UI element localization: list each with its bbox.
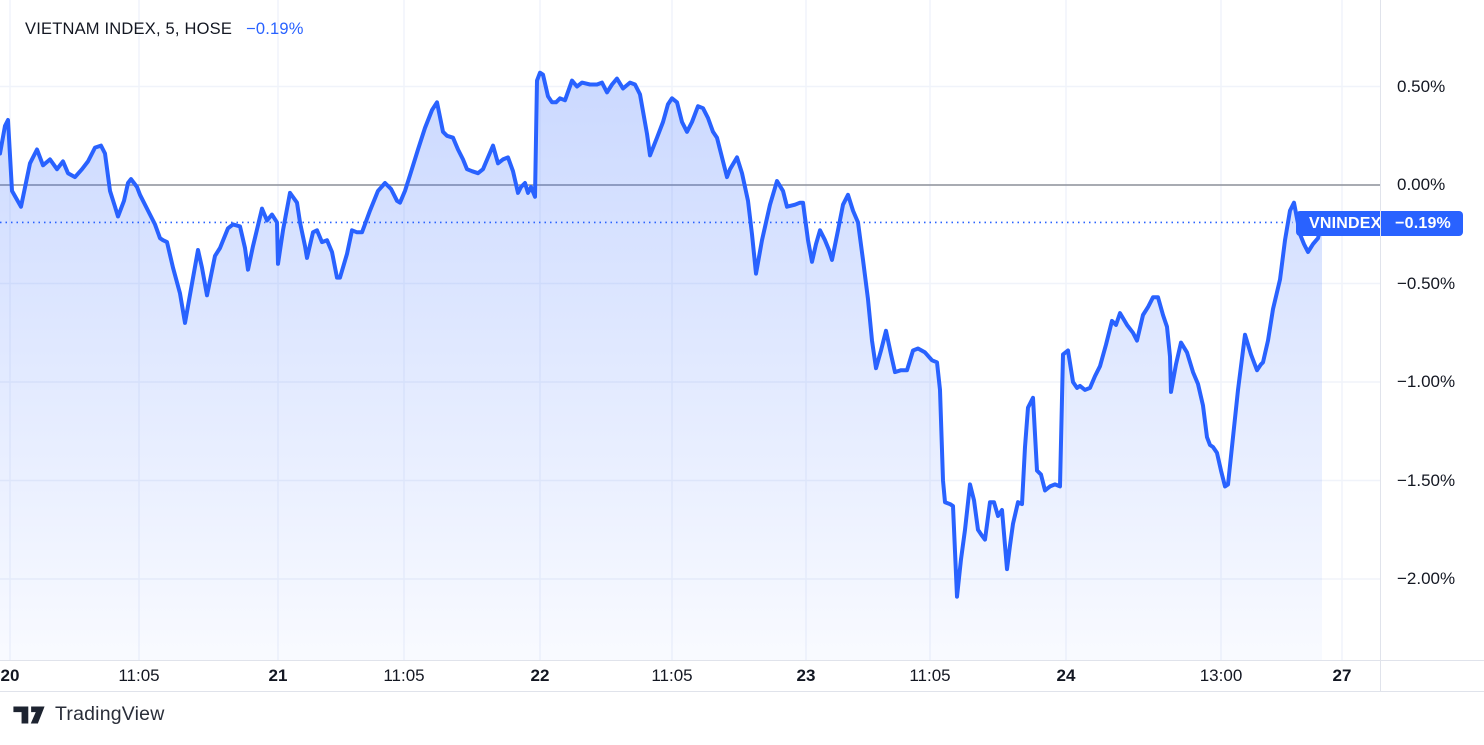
time-tick-label: 21 bbox=[268, 666, 288, 685]
time-tick-label: 11:05 bbox=[383, 666, 425, 685]
symbol-legend[interactable]: VIETNAM INDEX, 5, HOSE −0.19% bbox=[25, 20, 304, 39]
area-fill bbox=[0, 72, 1322, 660]
price-tick-label: −1.00% bbox=[1397, 372, 1456, 391]
symbol-title: VIETNAM INDEX, 5, HOSE bbox=[25, 20, 233, 38]
time-axis-border-bottom bbox=[0, 691, 1484, 692]
time-tick-label: 11:05 bbox=[118, 666, 160, 685]
tradingview-logo-icon bbox=[13, 706, 45, 723]
change-percent: −0.19% bbox=[246, 20, 304, 38]
time-axis-border-top bbox=[0, 660, 1484, 661]
time-tick-label: 13:00 bbox=[1199, 666, 1243, 685]
time-tick-label: 11:05 bbox=[909, 666, 951, 685]
tradingview-logo[interactable]: TradingView bbox=[12, 703, 165, 726]
time-tick-label: 27 bbox=[1332, 666, 1352, 685]
badge-symbol: VNINDEX bbox=[1309, 214, 1382, 232]
time-axis[interactable]: 20 11:05 21 11:05 22 11:05 23 11:05 24 13:00 27 bbox=[0, 661, 1484, 691]
price-tick-label: −2.00% bbox=[1397, 569, 1456, 588]
time-tick-label: 11:05 bbox=[651, 666, 693, 685]
price-tick-label: 0.50% bbox=[1397, 76, 1446, 96]
price-tick-label: 0.00% bbox=[1397, 175, 1446, 194]
price-line bbox=[0, 70, 1324, 599]
price-axis[interactable]: 0.50% 0.00% −0.50% −1.00% −1.50% −2.00% bbox=[1381, 0, 1484, 660]
badge-value: −0.19% bbox=[1395, 214, 1451, 232]
price-tick-label: −0.50% bbox=[1397, 273, 1456, 293]
last-value-badge: VNINDEX −0.19% bbox=[1296, 211, 1463, 236]
time-tick-label: 22 bbox=[530, 666, 550, 685]
time-tick-label: 24 bbox=[1056, 666, 1076, 685]
chart-pane[interactable]: VIETNAM INDEX, 5, HOSE −0.19% VNINDEX −0.… bbox=[0, 0, 1463, 660]
time-tick-label: 23 bbox=[796, 666, 816, 685]
price-axis-border bbox=[1380, 0, 1381, 692]
time-tick-label: 20 bbox=[0, 666, 20, 685]
price-chart-svg bbox=[0, 0, 1380, 660]
tradingview-logo-text: TradingView bbox=[55, 703, 165, 725]
price-tick-label: −1.50% bbox=[1397, 470, 1456, 490]
